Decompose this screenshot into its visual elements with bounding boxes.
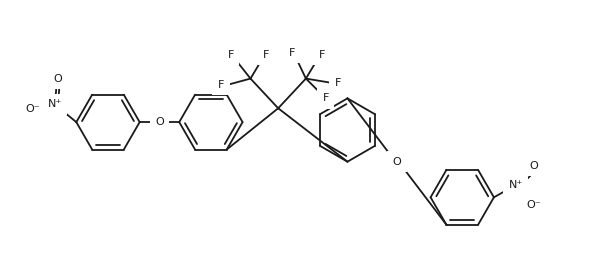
Text: F: F	[334, 77, 341, 88]
Text: F: F	[318, 50, 325, 60]
Text: F: F	[228, 50, 234, 60]
Text: O: O	[53, 74, 62, 84]
Text: F: F	[263, 50, 269, 60]
Text: O: O	[393, 157, 401, 167]
Text: O⁻: O⁻	[25, 104, 40, 114]
Text: F: F	[323, 93, 329, 103]
Text: O: O	[529, 161, 538, 171]
Text: O: O	[155, 117, 164, 127]
Text: O⁻: O⁻	[526, 200, 541, 210]
Text: N⁺: N⁺	[509, 180, 523, 190]
Text: F: F	[218, 80, 224, 90]
Text: N⁺: N⁺	[47, 99, 62, 109]
Text: F: F	[289, 48, 295, 58]
